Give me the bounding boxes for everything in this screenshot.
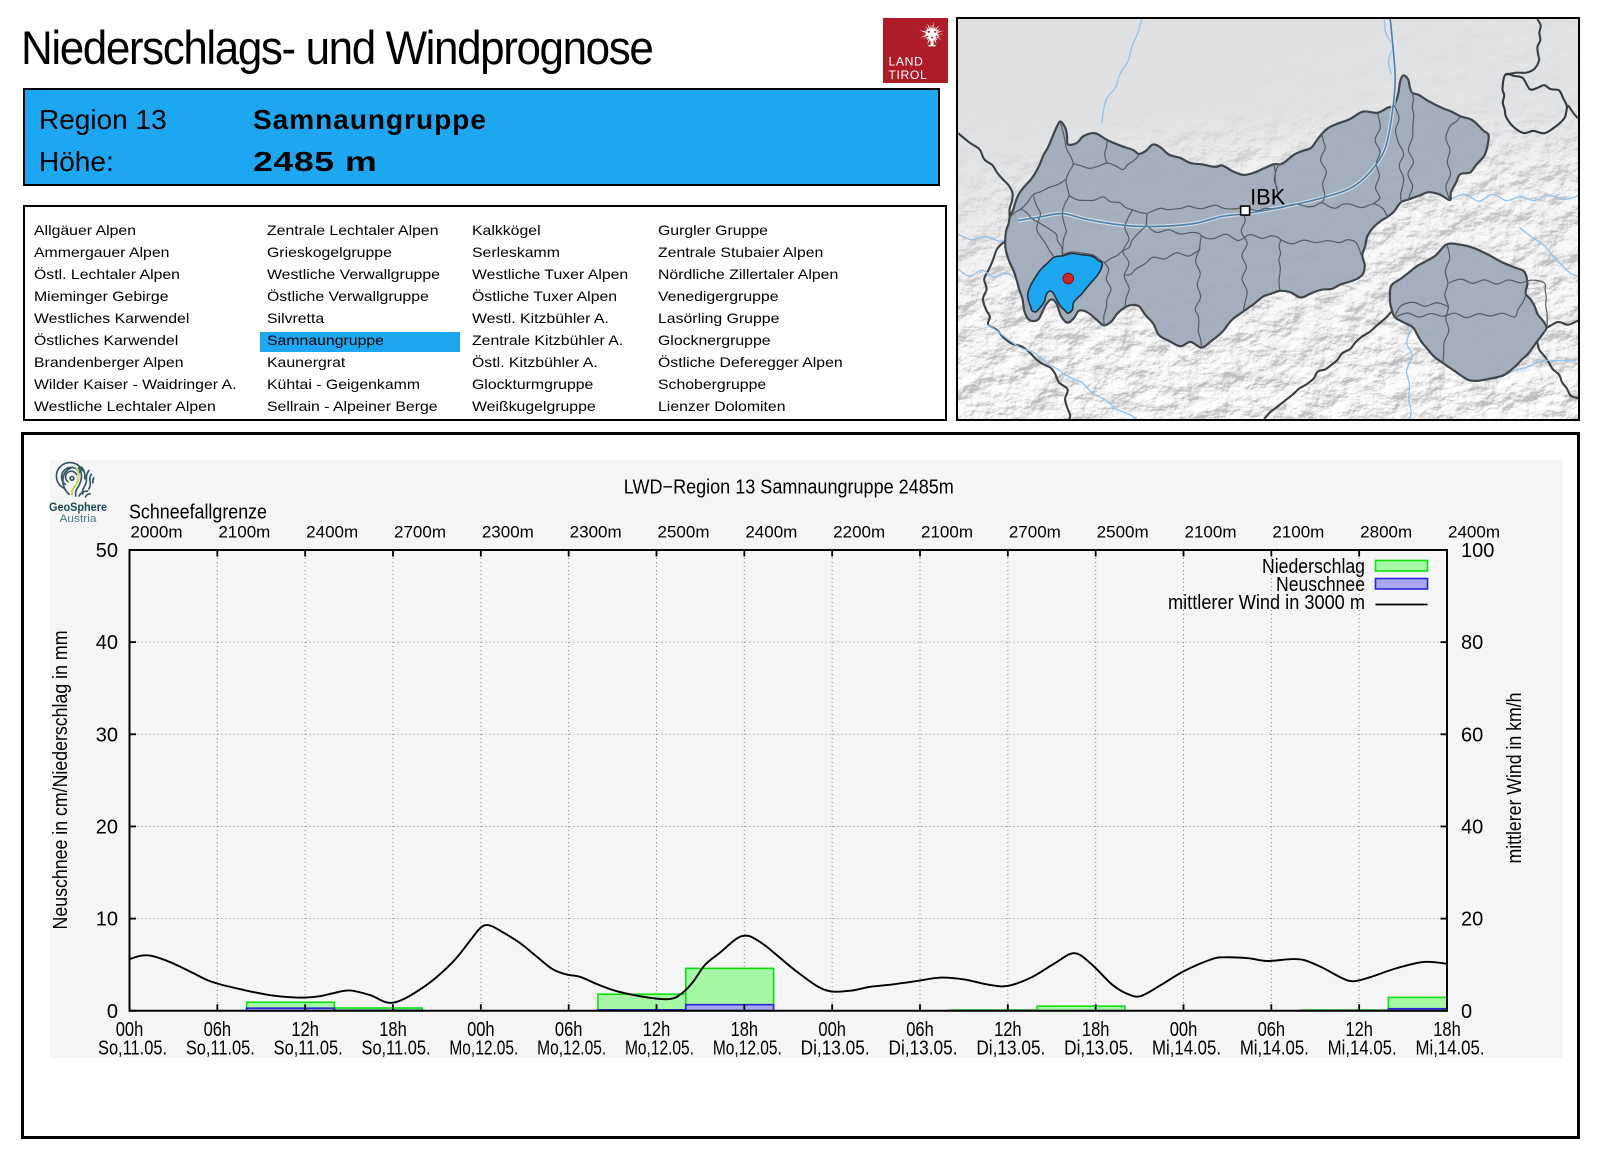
svg-text:Di,13.05.: Di,13.05.: [1064, 1038, 1133, 1060]
svg-text:2400m: 2400m: [306, 522, 358, 541]
svg-text:18h: 18h: [731, 1019, 759, 1041]
svg-text:18h: 18h: [1082, 1019, 1110, 1041]
svg-text:0: 0: [107, 1001, 118, 1023]
svg-text:20: 20: [1461, 909, 1483, 931]
svg-text:06h: 06h: [906, 1019, 934, 1041]
svg-text:00h: 00h: [116, 1019, 144, 1041]
svg-text:So,11.05.: So,11.05.: [362, 1038, 431, 1060]
svg-text:12h: 12h: [994, 1019, 1022, 1041]
svg-text:Schneefallgrenze: Schneefallgrenze: [129, 501, 267, 523]
svg-text:06h: 06h: [204, 1019, 232, 1041]
svg-text:Mi,14.05.: Mi,14.05.: [1328, 1038, 1397, 1060]
svg-text:Mo,12.05.: Mo,12.05.: [449, 1038, 518, 1060]
svg-text:Neuschnee: Neuschnee: [1276, 574, 1365, 596]
svg-text:Mi,14.05.: Mi,14.05.: [1152, 1038, 1221, 1060]
svg-text:2300m: 2300m: [570, 522, 622, 541]
svg-text:Mi,14.05.: Mi,14.05.: [1416, 1038, 1485, 1060]
svg-text:mittlerer Wind in km/h: mittlerer Wind in km/h: [1504, 693, 1526, 864]
svg-text:Mo,12.05.: Mo,12.05.: [625, 1038, 694, 1060]
svg-text:Di,13.05.: Di,13.05.: [976, 1038, 1045, 1060]
svg-text:2200m: 2200m: [833, 522, 885, 541]
svg-text:So,11.05.: So,11.05.: [274, 1038, 343, 1060]
svg-text:2800m: 2800m: [1360, 522, 1412, 541]
svg-text:80: 80: [1461, 632, 1483, 654]
svg-text:Mo,12.05.: Mo,12.05.: [713, 1038, 782, 1060]
svg-text:LAND: LAND: [889, 55, 924, 69]
svg-text:TIROL: TIROL: [889, 68, 928, 82]
svg-text:GeoSphere: GeoSphere: [49, 500, 107, 514]
svg-text:2400m: 2400m: [1448, 522, 1500, 541]
svg-text:00h: 00h: [818, 1019, 846, 1041]
svg-text:Niederschlag: Niederschlag: [1262, 556, 1365, 578]
svg-text:Austria: Austria: [60, 513, 98, 525]
svg-text:10: 10: [96, 909, 118, 931]
svg-text:2100m: 2100m: [921, 522, 973, 541]
svg-text:00h: 00h: [467, 1019, 495, 1041]
svg-text:2300m: 2300m: [482, 522, 534, 541]
svg-text:So,11.05.: So,11.05.: [186, 1038, 255, 1060]
svg-text:LWD−Region 13 Samnaungruppe 24: LWD−Region 13 Samnaungruppe 2485m: [624, 476, 954, 498]
svg-text:40: 40: [96, 632, 118, 654]
svg-text:20: 20: [96, 816, 118, 838]
svg-text:12h: 12h: [643, 1019, 671, 1041]
svg-text:12h: 12h: [291, 1019, 319, 1041]
svg-text:2400m: 2400m: [745, 522, 797, 541]
svg-text:100: 100: [1461, 540, 1494, 562]
svg-text:2100m: 2100m: [1185, 522, 1237, 541]
svg-text:06h: 06h: [1258, 1019, 1286, 1041]
svg-text:18h: 18h: [379, 1019, 407, 1041]
svg-text:Mo,12.05.: Mo,12.05.: [537, 1038, 606, 1060]
svg-text:2500m: 2500m: [658, 522, 710, 541]
svg-text:12h: 12h: [1345, 1019, 1373, 1041]
svg-text:2700m: 2700m: [394, 522, 446, 541]
svg-text:50: 50: [96, 540, 118, 562]
svg-text:Di,13.05.: Di,13.05.: [889, 1038, 958, 1060]
svg-text:Neuschnee in cm/Niederschlag i: Neuschnee in cm/Niederschlag in mm: [50, 631, 72, 930]
svg-text:Mi,14.05.: Mi,14.05.: [1240, 1038, 1309, 1060]
svg-text:06h: 06h: [555, 1019, 583, 1041]
svg-text:00h: 00h: [1170, 1019, 1198, 1041]
svg-text:2000m: 2000m: [131, 522, 183, 541]
svg-text:0: 0: [1461, 1001, 1472, 1023]
svg-text:30: 30: [96, 724, 118, 746]
svg-text:2100m: 2100m: [218, 522, 270, 541]
svg-text:60: 60: [1461, 724, 1483, 746]
svg-text:2700m: 2700m: [1009, 522, 1061, 541]
svg-text:Di,13.05.: Di,13.05.: [801, 1038, 870, 1060]
svg-text:IBK: IBK: [1250, 185, 1286, 210]
svg-text:2100m: 2100m: [1272, 522, 1324, 541]
svg-text:So,11.05.: So,11.05.: [98, 1038, 167, 1060]
svg-text:2500m: 2500m: [1097, 522, 1149, 541]
svg-text:18h: 18h: [1433, 1019, 1461, 1041]
svg-text:mittlerer Wind in 3000 m: mittlerer Wind in 3000 m: [1168, 592, 1365, 614]
svg-text:40: 40: [1461, 816, 1483, 838]
